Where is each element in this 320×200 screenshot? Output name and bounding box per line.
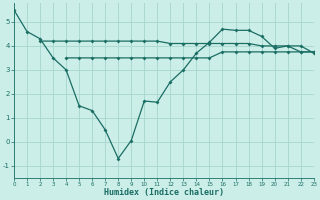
- X-axis label: Humidex (Indice chaleur): Humidex (Indice chaleur): [104, 188, 224, 197]
